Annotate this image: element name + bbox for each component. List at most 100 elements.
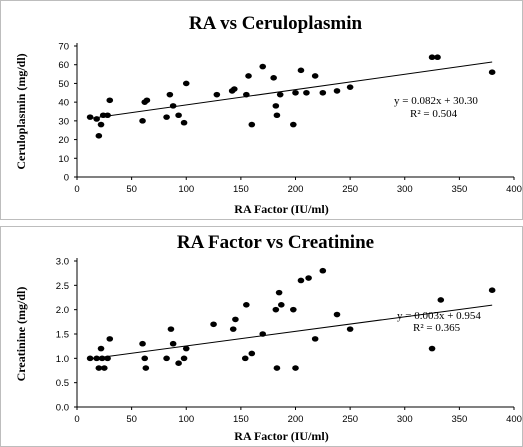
data-point [104,355,111,362]
data-point [97,345,105,352]
data-point [139,340,146,347]
data-point [101,365,108,371]
x-axis-label: RA Factor (IU/ml) [234,202,328,216]
data-point [245,73,252,79]
r-squared-label: R² = 0.365 [413,322,461,334]
data-point [95,133,103,139]
data-point [243,302,250,308]
chart-svg: RA Factor vs Creatinine 0.0 0.5 1.0 1.5 2.0 2.… [14,232,522,443]
x-tick-label: 350 [451,184,467,195]
data-point [106,97,114,104]
data-point [248,350,256,357]
x-tick-label: 200 [288,414,304,425]
x-tick-label: 0 [74,184,79,195]
chart-title: RA Factor vs Creatinine [177,232,374,253]
data-point [180,119,188,126]
y-tick-label: 0.0 [56,403,69,414]
data-point [213,91,221,98]
data-point [276,91,284,98]
data-point [139,118,146,124]
data-point [428,345,436,352]
data-point [182,80,190,87]
data-point [175,360,182,366]
x-tick-label: 250 [342,414,358,425]
data-point [292,89,299,96]
data-point [248,121,256,128]
data-point [97,121,105,128]
data-point [106,336,114,342]
y-axis-label: Ceruloplasmin (mg/dl) [14,53,28,169]
data-point [311,73,319,79]
data-point [93,116,100,122]
regression-equation: y = 0.082x + 30.30 [394,95,478,107]
data-point [259,63,267,70]
y-tick-label: 0.5 [56,378,69,389]
data-point [104,112,111,119]
data-point [241,355,249,362]
trendline [87,61,493,120]
data-point [98,355,106,362]
regression-equation: y = 0.003x + 0.954 [397,310,481,322]
data-point [303,89,310,96]
data-point [272,306,280,313]
x-axis-label: RA Factor (IU/ml) [234,429,328,443]
data-point [488,69,496,75]
data-point [319,89,327,96]
data-point [333,88,341,94]
data-point [346,326,354,332]
y-tick-label: 3.0 [56,257,69,268]
data-point [273,112,281,119]
data-point [175,112,182,119]
data-point [259,331,267,337]
data-point [166,91,174,98]
data-point [93,355,100,362]
chart-panel-ceruloplasmin: RA vs Ceruloplasmin 0 10 20 30 40 50 60 70 0 50 100… [0,0,523,220]
data-point [272,103,280,109]
data-point [95,365,103,371]
trendline [87,304,493,360]
x-tick-label: 200 [288,184,304,195]
y-tick-label: 50 [58,79,69,90]
data-point [488,287,496,293]
data-point [346,84,354,90]
y-tick-label: 40 [58,98,69,109]
data-point [292,365,299,371]
data-point [169,103,177,109]
data-point [305,275,312,281]
data-point [169,340,177,347]
y-tick-label: 70 [58,42,69,53]
y-tick-label: 30 [58,116,69,127]
chart-svg: RA vs Ceruloplasmin 0 10 20 30 40 50 60 70 0 50 100… [14,13,522,216]
y-tick-label: 1.5 [56,330,69,341]
data-point [182,345,190,352]
data-point [143,97,151,104]
x-tick-label: 0 [74,414,79,425]
data-point [163,114,170,120]
data-point [167,326,175,332]
x-tick-label: 400 [506,414,522,425]
x-tick-label: 100 [178,184,194,195]
y-tick-label: 10 [58,154,69,165]
data-point [437,297,445,303]
data-point [434,54,441,61]
chart-panel-creatinine: RA Factor vs Creatinine 0.0 0.5 1.0 1.5 2.0 2.… [0,226,523,447]
y-tick-label: 60 [58,60,69,71]
data-point [243,91,250,98]
data-point [232,316,239,323]
x-tick-label: 250 [342,184,358,195]
x-tick-label: 300 [397,414,413,425]
x-tick-label: 300 [397,184,413,195]
y-tick-label: 20 [58,135,69,146]
data-point [290,306,297,313]
data-point [297,67,305,74]
y-tick-label: 1.0 [56,354,69,365]
data-point [270,75,277,81]
x-tick-label: 400 [506,184,522,195]
data-point [273,365,281,371]
x-tick-label: 100 [178,414,194,425]
data-point [141,355,149,362]
data-point [86,355,94,362]
data-point [180,355,188,362]
x-tick-label: 150 [233,414,249,425]
r-squared-label: R² = 0.504 [410,108,458,120]
